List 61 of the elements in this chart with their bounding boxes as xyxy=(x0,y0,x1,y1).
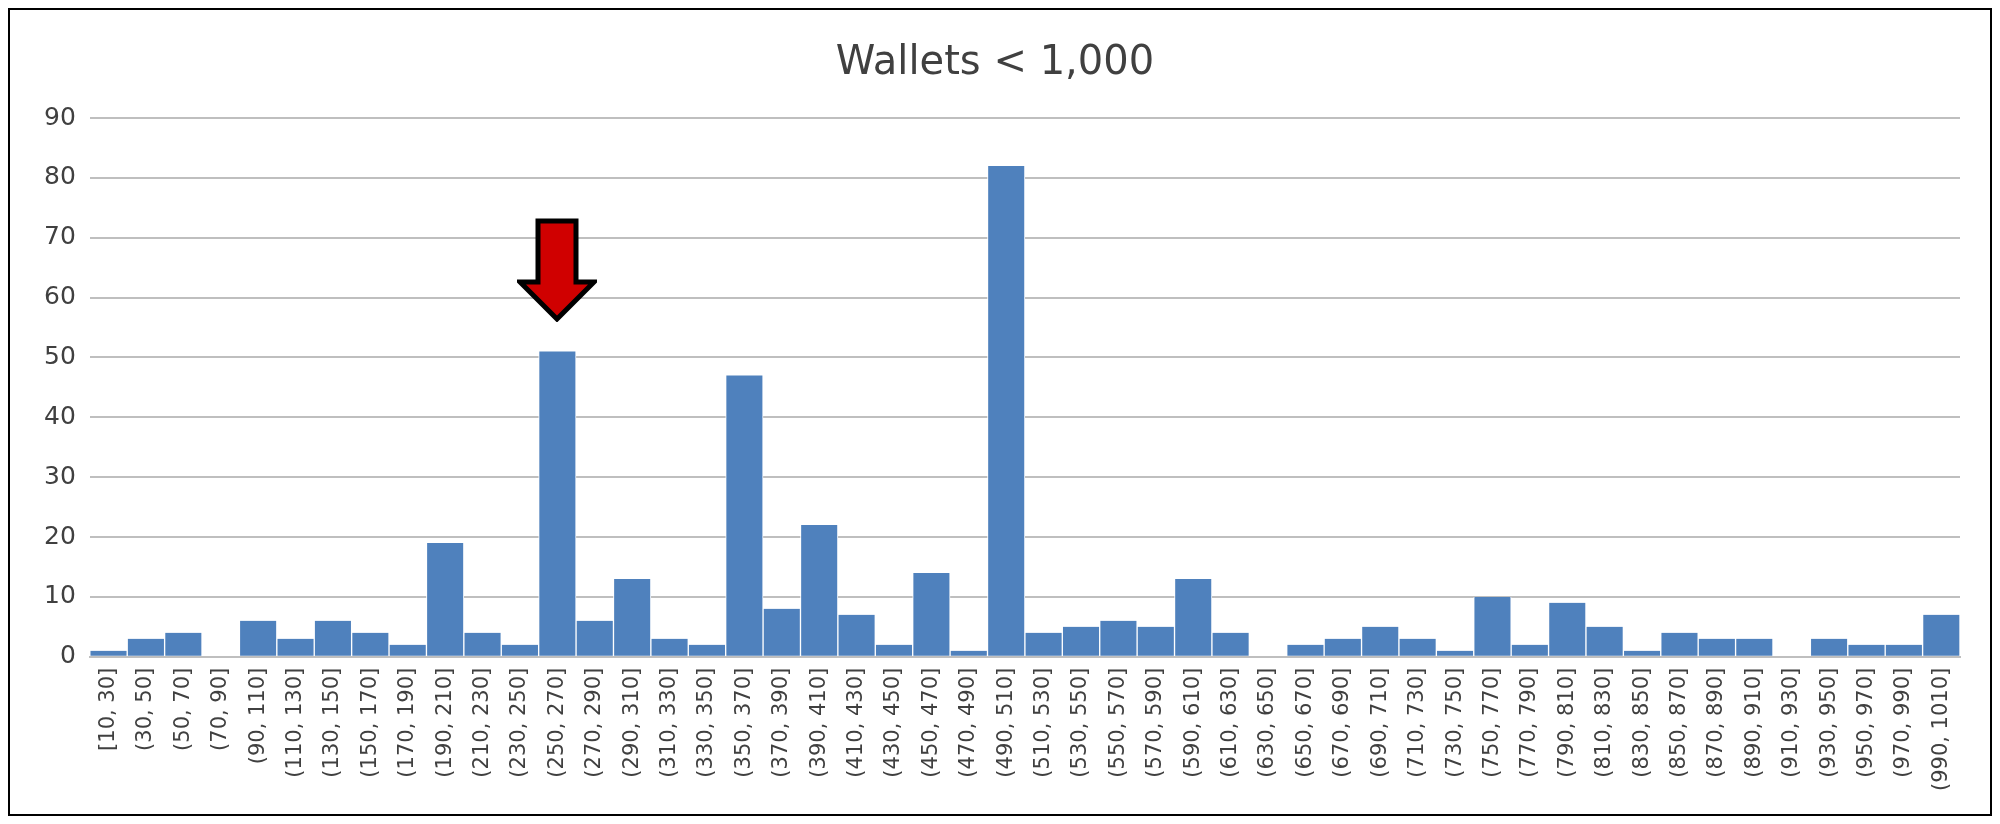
x-tick-label: (30, 50] xyxy=(132,667,157,751)
x-tick-label: (510, 530] xyxy=(1030,667,1055,778)
x-tick-label: (550, 570] xyxy=(1104,667,1129,778)
x-tick-label: (230, 250] xyxy=(506,667,531,778)
x-tick-label: (570, 590] xyxy=(1142,667,1167,778)
x-tick-label: (190, 210] xyxy=(431,667,456,778)
x-tick-label: (370, 390] xyxy=(768,667,793,778)
x-tick-label: (390, 410] xyxy=(805,667,830,778)
x-tick-label: (50, 70] xyxy=(169,667,194,751)
x-tick-label: (150, 170] xyxy=(356,667,381,778)
x-tick-label: (850, 870] xyxy=(1665,667,1690,778)
x-tick-label: (70, 90] xyxy=(207,667,232,751)
x-tick-label: (470, 490] xyxy=(955,667,980,778)
y-tick-label: 60 xyxy=(44,281,76,311)
x-tick-label: (770, 790] xyxy=(1516,667,1541,778)
x-tick-label: (210, 230] xyxy=(469,667,493,778)
y-tick-label: 70 xyxy=(44,221,76,251)
x-tick-label: (650, 670] xyxy=(1291,667,1316,778)
x-tick-label: (410, 430] xyxy=(843,667,868,778)
x-tick-label: (870, 890] xyxy=(1703,667,1728,778)
x-tick-label: (630, 650] xyxy=(1254,667,1279,778)
y-tick-label: 90 xyxy=(44,101,76,131)
x-tick-label: (750, 770] xyxy=(1478,667,1503,778)
y-tick-label: 30 xyxy=(44,460,76,490)
x-tick-label: (110, 130] xyxy=(281,667,306,778)
x-tick-label: (990, 1010] xyxy=(1927,667,1952,791)
x-tick-label: (690, 710] xyxy=(1366,667,1391,778)
x-tick-label: (930, 950] xyxy=(1815,667,1840,778)
x-tick-label: (890, 910] xyxy=(1740,667,1765,778)
x-tick-label: (730, 750] xyxy=(1441,667,1466,778)
x-tick-label: (130, 150] xyxy=(319,667,344,778)
x-tick-label: (430, 450] xyxy=(880,667,905,778)
chart-title: Wallets < 1,000 xyxy=(835,37,1155,84)
x-tick-label: (450, 470] xyxy=(917,667,942,778)
x-tick-label: (90, 110] xyxy=(244,667,269,765)
x-tick-label: (610, 630] xyxy=(1217,667,1242,778)
x-tick-label: (350, 370] xyxy=(730,667,755,778)
x-tick-label: (810, 830] xyxy=(1591,667,1616,778)
x-tick-label: (330, 350] xyxy=(693,667,718,778)
x-tick-label: (970, 990] xyxy=(1890,667,1915,778)
x-tick-label: [10, 30] xyxy=(94,667,119,751)
y-tick-label: 80 xyxy=(44,161,76,191)
y-tick-label: 10 xyxy=(44,580,76,610)
x-tick-label: (830, 850] xyxy=(1628,667,1653,778)
y-tick-label: 40 xyxy=(44,400,76,430)
x-tick-label: (710, 730] xyxy=(1404,667,1429,778)
x-tick-label: (490, 510] xyxy=(992,667,1017,778)
x-tick-label: (950, 970] xyxy=(1852,667,1877,778)
x-tick-label: (790, 810] xyxy=(1553,667,1578,778)
x-tick-label: (290, 310] xyxy=(618,667,643,778)
x-tick-label: (270, 290] xyxy=(581,667,606,778)
x-tick-label: (530, 550] xyxy=(1067,667,1092,778)
x-tick-label: (590, 610] xyxy=(1179,667,1204,778)
x-tick-label: (250, 270] xyxy=(543,667,568,778)
x-tick-label: (310, 330] xyxy=(656,667,681,778)
y-tick-label: 50 xyxy=(44,340,76,370)
y-tick-label: 0 xyxy=(59,640,76,670)
y-tick-label: 20 xyxy=(44,520,76,550)
x-tick-label: (670, 690] xyxy=(1329,667,1354,778)
x-tick-label: (910, 930] xyxy=(1778,667,1803,778)
x-tick-label: (170, 190] xyxy=(394,667,419,778)
